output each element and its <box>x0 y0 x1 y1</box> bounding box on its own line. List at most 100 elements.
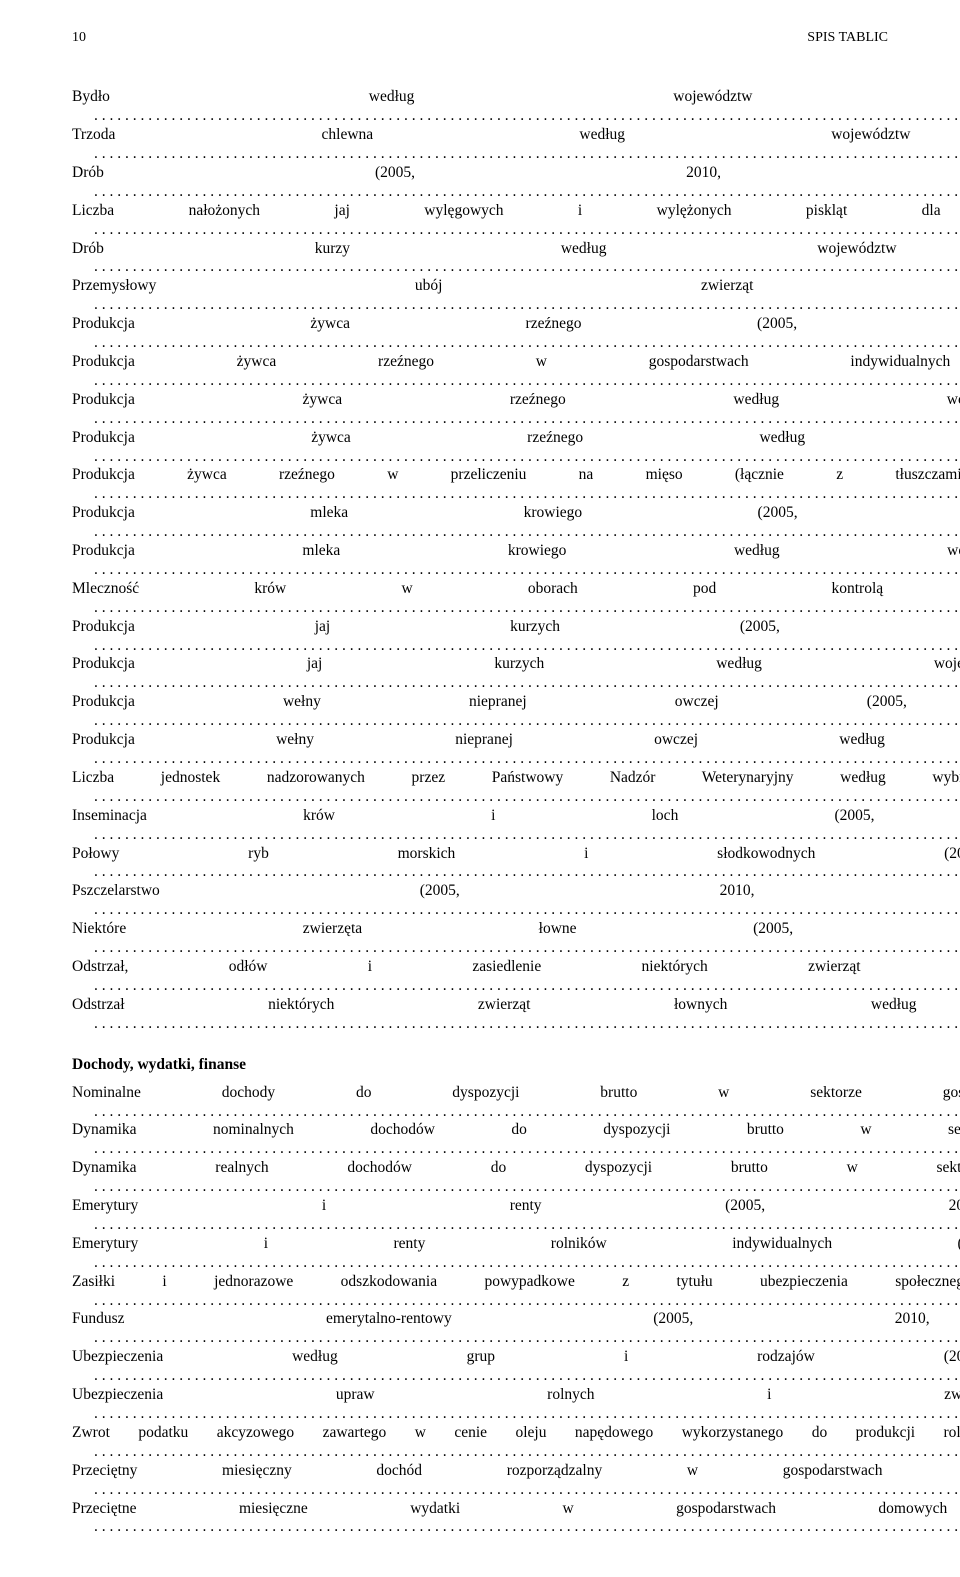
dot-leader: . . . . . . . . . . . . . . . . . . . . … <box>94 523 960 540</box>
toc-entry-clip: Przeciętny miesięczny dochód rozporządza… <box>72 1462 960 1500</box>
dot-leader: . . . . . . . . . . . . . . . . . . . . … <box>94 1481 960 1498</box>
dot-leader: . . . . . . . . . . . . . . . . . . . . … <box>94 826 960 843</box>
toc-row: Niektóre zwierzęta łowne (2005, 2010, 20… <box>72 920 960 958</box>
dot-leader: . . . . . . . . . . . . . . . . . . . . … <box>94 1367 960 1384</box>
toc-entry-text: Produkcja żywca rzeźnego (2005, 2010, 20… <box>72 315 960 353</box>
toc-entry-clip: Produkcja żywca rzeźnego w przeliczeniu … <box>72 466 960 504</box>
toc-row: Produkcja żywca rzeźnego według wojewódz… <box>72 429 960 467</box>
toc-entry-text: Trzoda chlewna według województw (2010, … <box>72 126 960 164</box>
toc-entry-clip: Produkcja mleka krowiego według wojewódz… <box>72 542 960 580</box>
dot-leader: . . . . . . . . . . . . . . . . . . . . … <box>94 1443 960 1460</box>
dot-leader: . . . . . . . . . . . . . . . . . . . . … <box>94 1216 960 1233</box>
toc-entry-clip: Produkcja żywca rzeźnego w gospodarstwac… <box>72 353 960 391</box>
toc-entry-text: Produkcja jaj kurzych (2005, 2010, 2012,… <box>72 618 960 656</box>
dot-leader: . . . . . . . . . . . . . . . . . . . . … <box>94 1103 960 1120</box>
dot-leader: . . . . . . . . . . . . . . . . . . . . … <box>94 712 960 729</box>
toc-row: Bydło według województw (2010, 2013, 201… <box>72 88 960 126</box>
toc-entry-clip: Emerytury i renty (2005, 2010, 2012, 201… <box>72 1197 960 1235</box>
toc-entry-clip: Liczba jednostek nadzorowanych przez Pań… <box>72 769 960 807</box>
toc-row: Produkcja mleka krowiego według wojewódz… <box>72 542 960 580</box>
dot-leader: . . . . . . . . . . . . . . . . . . . . … <box>94 674 960 691</box>
toc-entry-text: Ubezpieczenia według grup i rodzajów (20… <box>72 1348 960 1386</box>
toc-entry-text: Zasiłki i jednorazowe odszkodowania powy… <box>72 1273 960 1311</box>
toc-entry-text: Produkcja żywca rzeźnego według wojewódz… <box>72 391 960 429</box>
toc-entry-text: Produkcja mleka krowiego (2005, 2010, 20… <box>72 504 960 542</box>
toc-entry-text: Pszczelarstwo (2005, 2010, 2012, 2013, 2… <box>72 882 960 920</box>
toc-entry-text: Przeciętny miesięczny dochód rozporządza… <box>72 1462 960 1500</box>
page-header: 10 SPIS TABLIC <box>72 30 888 46</box>
toc-entry-text: Mleczność krów w oborach pod kontrolą (2… <box>72 580 960 618</box>
toc-entry-text: Produkcja wełny niepranej owczej (2005, … <box>72 693 960 731</box>
toc-row: Liczba nałożonych jaj wylęgowych i wylęż… <box>72 202 960 240</box>
toc-entry-clip: Zasiłki i jednorazowe odszkodowania powy… <box>72 1273 960 1311</box>
toc-table-section2: Nominalne dochody do dyspozycji brutto w… <box>72 1084 960 1538</box>
toc-row: Produkcja żywca rzeźnego według wojewódz… <box>72 391 960 429</box>
toc-entry-text: Bydło według województw (2010, 2013, 201… <box>72 88 960 126</box>
toc-entry-clip: Liczba nałożonych jaj wylęgowych i wylęż… <box>72 202 960 240</box>
toc-table-section1: Tabl. Str. Bydło według województw (2010… <box>72 64 960 1034</box>
toc-row: Trzoda chlewna według województw (2010, … <box>72 126 960 164</box>
toc-entry-text: Produkcja mleka krowiego według wojewódz… <box>72 542 960 580</box>
toc-row: Przemysłowy ubój zwierząt (2010, 2013, 2… <box>72 277 960 315</box>
toc-entry-text: Przeciętne miesięczne wydatki w gospodar… <box>72 1500 960 1538</box>
toc-row: Produkcja jaj kurzych (2005, 2010, 2012,… <box>72 618 960 656</box>
dot-leader: . . . . . . . . . . . . . . . . . . . . … <box>94 410 960 427</box>
toc-entry-clip: Ubezpieczenia według grup i rodzajów (20… <box>72 1348 960 1386</box>
toc-entry-clip: Fundusz emerytalno-rentowy (2005, 2010, … <box>72 1310 960 1348</box>
page: 10 SPIS TABLIC Tabl. Str. Bydło według w… <box>0 0 960 1577</box>
toc-entry-clip: Produkcja wełny niepranej owczej według … <box>72 731 960 769</box>
toc-row: Liczba jednostek nadzorowanych przez Pań… <box>72 769 960 807</box>
toc-entry-clip: Drób kurzy według województw (2010, 2013… <box>72 240 960 278</box>
dot-leader: . . . . . . . . . . . . . . . . . . . . … <box>94 183 960 200</box>
toc-entry-text: Zwrot podatku akcyzowego zawartego w cen… <box>72 1424 960 1462</box>
dot-leader: . . . . . . . . . . . . . . . . . . . . … <box>94 1140 960 1157</box>
toc-row: Przeciętny miesięczny dochód rozporządza… <box>72 1462 960 1500</box>
toc-entry-clip: Przeciętne miesięczne wydatki w gospodar… <box>72 1500 960 1538</box>
toc-entry-clip: Ubezpieczenia upraw rolnych i zwierząt w… <box>72 1386 960 1424</box>
toc-entry-clip: Trzoda chlewna według województw (2010, … <box>72 126 960 164</box>
toc-entry-text: Dynamika realnych dochodów do dyspozycji… <box>72 1159 960 1197</box>
toc-entry-text: Produkcja żywca rzeźnego w przeliczeniu … <box>72 466 960 504</box>
dot-leader: . . . . . . . . . . . . . . . . . . . . … <box>94 296 960 313</box>
toc-row: Drób kurzy według województw (2010, 2013… <box>72 240 960 278</box>
toc-row: Produkcja żywca rzeźnego w przeliczeniu … <box>72 466 960 504</box>
toc-row: Odstrzał niektórych zwierząt łownych wed… <box>72 996 960 1034</box>
toc-entry-clip: Niektóre zwierzęta łowne (2005, 2010, 20… <box>72 920 960 958</box>
toc-row: Ubezpieczenia według grup i rodzajów (20… <box>72 1348 960 1386</box>
dot-leader: . . . . . . . . . . . . . . . . . . . . … <box>94 1329 960 1346</box>
toc-row: Drób (2005, 2010, 2012, 2013, 2014) . . … <box>72 164 960 202</box>
toc-row: Fundusz emerytalno-rentowy (2005, 2010, … <box>72 1310 960 1348</box>
toc-entry-text: Drób kurzy według województw (2010, 2013… <box>72 240 960 278</box>
toc-entry-text: Inseminacja krów i loch (2005, 2010, 201… <box>72 807 960 845</box>
toc-entry-text: Liczba nałożonych jaj wylęgowych i wylęż… <box>72 202 960 240</box>
toc-entry-text: Emerytury i renty (2005, 2010, 2012, 201… <box>72 1197 960 1235</box>
toc-entry-clip: Dynamika realnych dochodów do dyspozycji… <box>72 1159 960 1197</box>
dot-leader: . . . . . . . . . . . . . . . . . . . . … <box>94 561 960 578</box>
toc-column-headers: Tabl. Str. <box>72 64 960 88</box>
toc-row: Odstrzał, odłów i zasiedlenie niektórych… <box>72 958 960 996</box>
toc-row: Ubezpieczenia upraw rolnych i zwierząt w… <box>72 1386 960 1424</box>
toc-entry-clip: Bydło według województw (2010, 2013, 201… <box>72 88 960 126</box>
dot-leader: . . . . . . . . . . . . . . . . . . . . … <box>94 145 960 162</box>
toc-entry-text: Przemysłowy ubój zwierząt (2010, 2013, 2… <box>72 277 960 315</box>
dot-leader: . . . . . . . . . . . . . . . . . . . . … <box>94 1178 960 1195</box>
toc-row: Przeciętne miesięczne wydatki w gospodar… <box>72 1500 960 1538</box>
dot-leader: . . . . . . . . . . . . . . . . . . . . … <box>94 977 960 994</box>
toc-entry-text: Produkcja żywca rzeźnego w gospodarstwac… <box>72 353 960 391</box>
toc-entry-clip: Produkcja żywca rzeźnego (2005, 2010, 20… <box>72 315 960 353</box>
toc-row: Dynamika nominalnych dochodów do dyspozy… <box>72 1121 960 1159</box>
toc-entry-clip: Produkcja mleka krowiego (2005, 2010, 20… <box>72 504 960 542</box>
toc-entry-text: Odstrzał, odłów i zasiedlenie niektórych… <box>72 958 960 996</box>
dot-leader: . . . . . . . . . . . . . . . . . . . . … <box>94 901 960 918</box>
toc-entry-text: Fundusz emerytalno-rentowy (2005, 2010, … <box>72 1310 960 1348</box>
header-title: SPIS TABLIC <box>807 30 888 46</box>
page-number: 10 <box>72 30 86 46</box>
dot-leader: . . . . . . . . . . . . . . . . . . . . … <box>94 750 960 767</box>
dot-leader: . . . . . . . . . . . . . . . . . . . . … <box>94 1015 960 1032</box>
dot-leader: . . . . . . . . . . . . . . . . . . . . … <box>94 599 960 616</box>
toc-row: Inseminacja krów i loch (2005, 2010, 201… <box>72 807 960 845</box>
dot-leader: . . . . . . . . . . . . . . . . . . . . … <box>94 485 960 502</box>
toc-row: Produkcja żywca rzeźnego w gospodarstwac… <box>72 353 960 391</box>
dot-leader: . . . . . . . . . . . . . . . . . . . . … <box>94 1254 960 1271</box>
toc-entry-clip: Produkcja żywca rzeźnego według wojewódz… <box>72 429 960 467</box>
